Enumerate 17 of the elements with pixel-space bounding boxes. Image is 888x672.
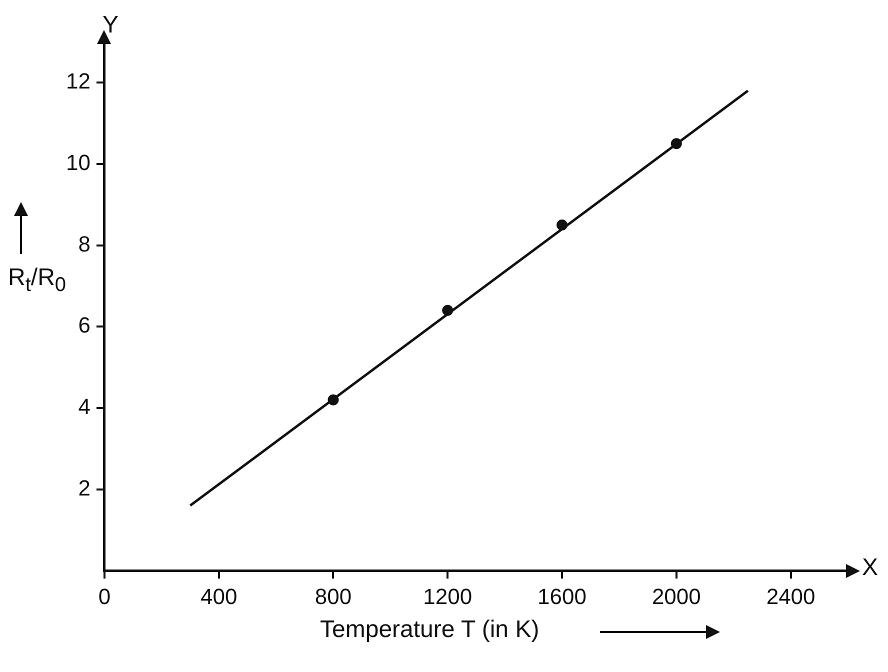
y-tick-label: 2 <box>78 475 90 500</box>
x-tick-label: 1200 <box>423 584 472 609</box>
y-tick-label: 4 <box>78 394 90 420</box>
x-tick-label: 400 <box>200 584 238 609</box>
x-tick-label: 1600 <box>538 584 587 609</box>
y-axis-title: R$_{t}$/R$_{0}$ <box>8 264 66 297</box>
x-tick-label: 2400 <box>766 584 816 609</box>
text: Y <box>102 12 118 39</box>
x-tick-label: 2000 <box>652 584 701 609</box>
y-tick-label: 6 <box>78 312 90 338</box>
x-tick-label: 800 <box>314 584 352 609</box>
x-tick-label: 0 <box>98 584 111 609</box>
text: X <box>862 554 878 582</box>
x-axis-title: Temperature T (in K) <box>320 616 540 644</box>
y-tick-label: 12 <box>66 68 90 94</box>
y-tick-label: 8 <box>78 231 90 256</box>
y-tick-label: 10 <box>66 150 90 176</box>
